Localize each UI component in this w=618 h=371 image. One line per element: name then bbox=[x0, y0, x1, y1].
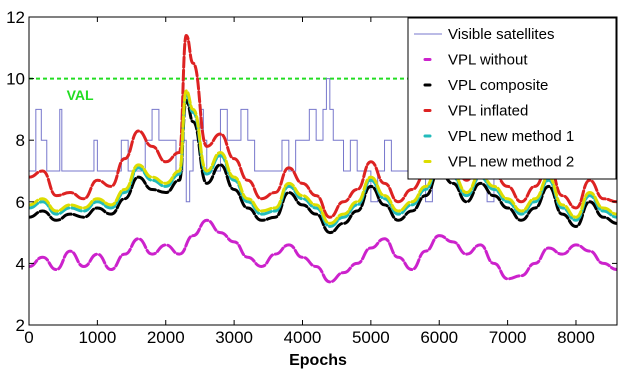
x-tick-label: 8000 bbox=[557, 328, 595, 347]
vpl-line bbox=[29, 89, 617, 225]
series-vpl-inflated bbox=[29, 33, 617, 219]
legend-label: VPL new method 1 bbox=[448, 128, 574, 145]
vpl-line bbox=[29, 33, 617, 219]
series-vpl-new-method-2 bbox=[29, 89, 617, 225]
vpl-line bbox=[29, 98, 617, 235]
x-tick-label: 2000 bbox=[147, 328, 185, 347]
x-tick-label: 1000 bbox=[78, 328, 116, 347]
series-vpl-without bbox=[29, 218, 617, 284]
legend-box bbox=[407, 17, 617, 180]
y-tick-label: 4 bbox=[16, 254, 25, 273]
plot-frame bbox=[28, 16, 618, 326]
y-tick-label: 2 bbox=[16, 316, 25, 335]
series-vpl-composite bbox=[29, 98, 617, 235]
axis-layer: VAL 0 1000 2000 3000 4000 5000 6000 7000 8000 2 4 6 8… bbox=[6, 8, 617, 369]
y-tick-label: 6 bbox=[16, 193, 25, 212]
y-tick-label: 10 bbox=[6, 70, 25, 89]
legend-label: VPL new method 2 bbox=[448, 154, 574, 171]
x-tick-label: 6000 bbox=[420, 328, 458, 347]
plot-layer bbox=[29, 33, 617, 284]
legend-label: VPL inflated bbox=[448, 103, 528, 120]
legend-label: Visible satellites bbox=[448, 26, 554, 43]
x-tick-label: 4000 bbox=[284, 328, 322, 347]
y-tick-label: 8 bbox=[16, 131, 25, 150]
vpl-line bbox=[29, 218, 617, 284]
x-tick-label: 0 bbox=[24, 328, 33, 347]
x-tick-label: 3000 bbox=[215, 328, 253, 347]
x-axis-title: Epochs bbox=[289, 352, 347, 369]
legend: Visible satellites VPL without VPL composi… bbox=[407, 17, 617, 180]
x-tick-label: 5000 bbox=[352, 328, 390, 347]
x-tick-label: 7000 bbox=[489, 328, 527, 347]
val-label: VAL bbox=[67, 87, 94, 103]
y-tick-label: 12 bbox=[6, 8, 25, 27]
legend-label: VPL without bbox=[448, 52, 528, 69]
legend-label: VPL composite bbox=[448, 77, 548, 94]
